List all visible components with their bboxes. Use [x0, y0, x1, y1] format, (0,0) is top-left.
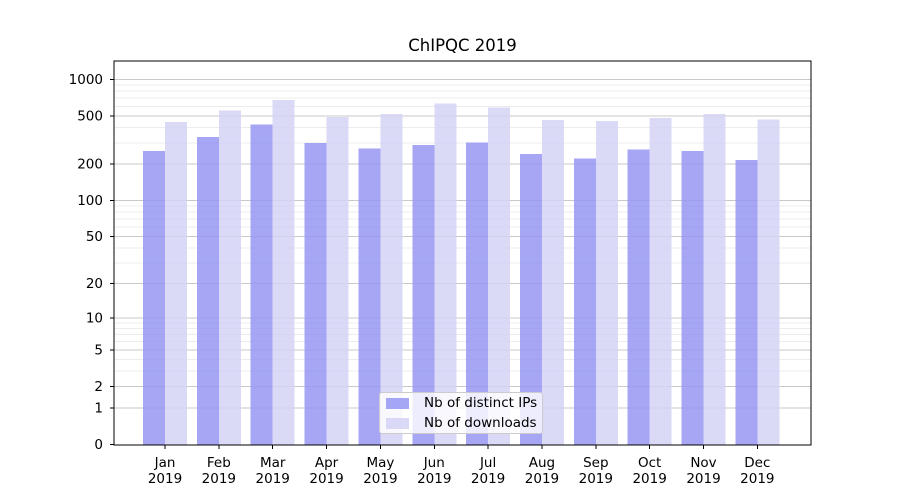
bar-jun-distinct-ips [412, 145, 435, 445]
legend-label-downloads: Nb of downloads [424, 415, 537, 431]
y-tick-label: 100 [77, 193, 103, 209]
legend-swatch-downloads [386, 417, 409, 429]
bar-mar-distinct-ips [250, 124, 273, 445]
x-tick-label-year: 2019 [579, 471, 613, 487]
x-tick-label-year: 2019 [686, 471, 720, 487]
x-tick-label-month: Oct [638, 455, 661, 471]
x-tick-label-year: 2019 [256, 471, 290, 487]
x-tick-label-year: 2019 [202, 471, 236, 487]
y-tick-label: 5 [94, 342, 103, 358]
y-tick-label: 200 [77, 157, 103, 173]
x-tick-label-year: 2019 [632, 471, 666, 487]
y-tick-label: 1 [94, 400, 103, 416]
bar-oct-distinct-ips [627, 149, 650, 445]
x-tick-label-month: Nov [690, 455, 716, 471]
bar-oct-downloads [649, 117, 672, 445]
x-tick-label-year: 2019 [417, 471, 451, 487]
legend-item-downloads: Nb of downloads [386, 413, 542, 433]
y-tick-label: 50 [86, 229, 103, 245]
bar-jan-distinct-ips [143, 151, 165, 446]
y-tick-label: 0 [94, 437, 103, 453]
bar-jul-downloads [488, 107, 511, 446]
x-tick-label-year: 2019 [525, 471, 559, 487]
x-tick-label-year: 2019 [471, 471, 505, 487]
bar-nov-distinct-ips [681, 151, 704, 446]
x-tick-label-month: Jun [423, 455, 445, 471]
x-tick-label-year: 2019 [740, 471, 774, 487]
bar-sep-distinct-ips [573, 158, 596, 445]
bar-aug-distinct-ips [519, 154, 542, 445]
bar-sep-downloads [595, 121, 618, 446]
legend-item-distinct-ips: Nb of distinct IPs [386, 393, 542, 413]
x-tick-label-year: 2019 [148, 471, 182, 487]
x-tick-label-month: Sep [583, 455, 608, 471]
bar-may-downloads [380, 114, 403, 445]
y-tick-label: 10 [86, 310, 103, 326]
bar-aug-downloads [541, 120, 564, 446]
plot-border [113, 60, 812, 446]
legend: Nb of distinct IPs Nb of downloads [379, 392, 543, 434]
legend-swatch-distinct-ips [386, 397, 409, 409]
legend-label-distinct-ips: Nb of distinct IPs [424, 395, 538, 411]
x-tick-label-month: Jul [479, 455, 496, 471]
x-tick-label-month: Feb [207, 455, 231, 471]
x-tick-label-year: 2019 [309, 471, 343, 487]
chart-title: ChIPQC 2019 [408, 36, 517, 55]
bar-apr-distinct-ips [304, 142, 327, 445]
x-tick-label-month: Dec [744, 455, 770, 471]
y-tick-label: 20 [86, 276, 103, 292]
bar-dec-downloads [757, 119, 780, 445]
x-tick-label-month: Mar [260, 455, 286, 471]
bar-nov-downloads [703, 113, 726, 446]
x-tick-label-month: May [366, 455, 394, 471]
x-tick-label-month: Aug [529, 455, 555, 471]
bar-feb-distinct-ips [196, 137, 219, 446]
bar-jul-distinct-ips [466, 142, 489, 446]
bar-may-distinct-ips [358, 148, 381, 445]
x-tick-label-year: 2019 [363, 471, 397, 487]
y-tick-label: 2 [94, 379, 103, 395]
y-tick-label: 500 [77, 108, 103, 124]
bar-mar-downloads [272, 99, 295, 445]
bar-dec-distinct-ips [735, 160, 758, 446]
y-tick-label: 1000 [69, 72, 103, 88]
bar-jan-downloads [165, 122, 187, 445]
x-tick-label-month: Jan [154, 455, 176, 471]
bar-apr-downloads [326, 116, 349, 446]
bar-jun-downloads [434, 103, 457, 446]
bar-feb-downloads [218, 110, 241, 445]
x-tick-label-month: Apr [315, 455, 339, 471]
